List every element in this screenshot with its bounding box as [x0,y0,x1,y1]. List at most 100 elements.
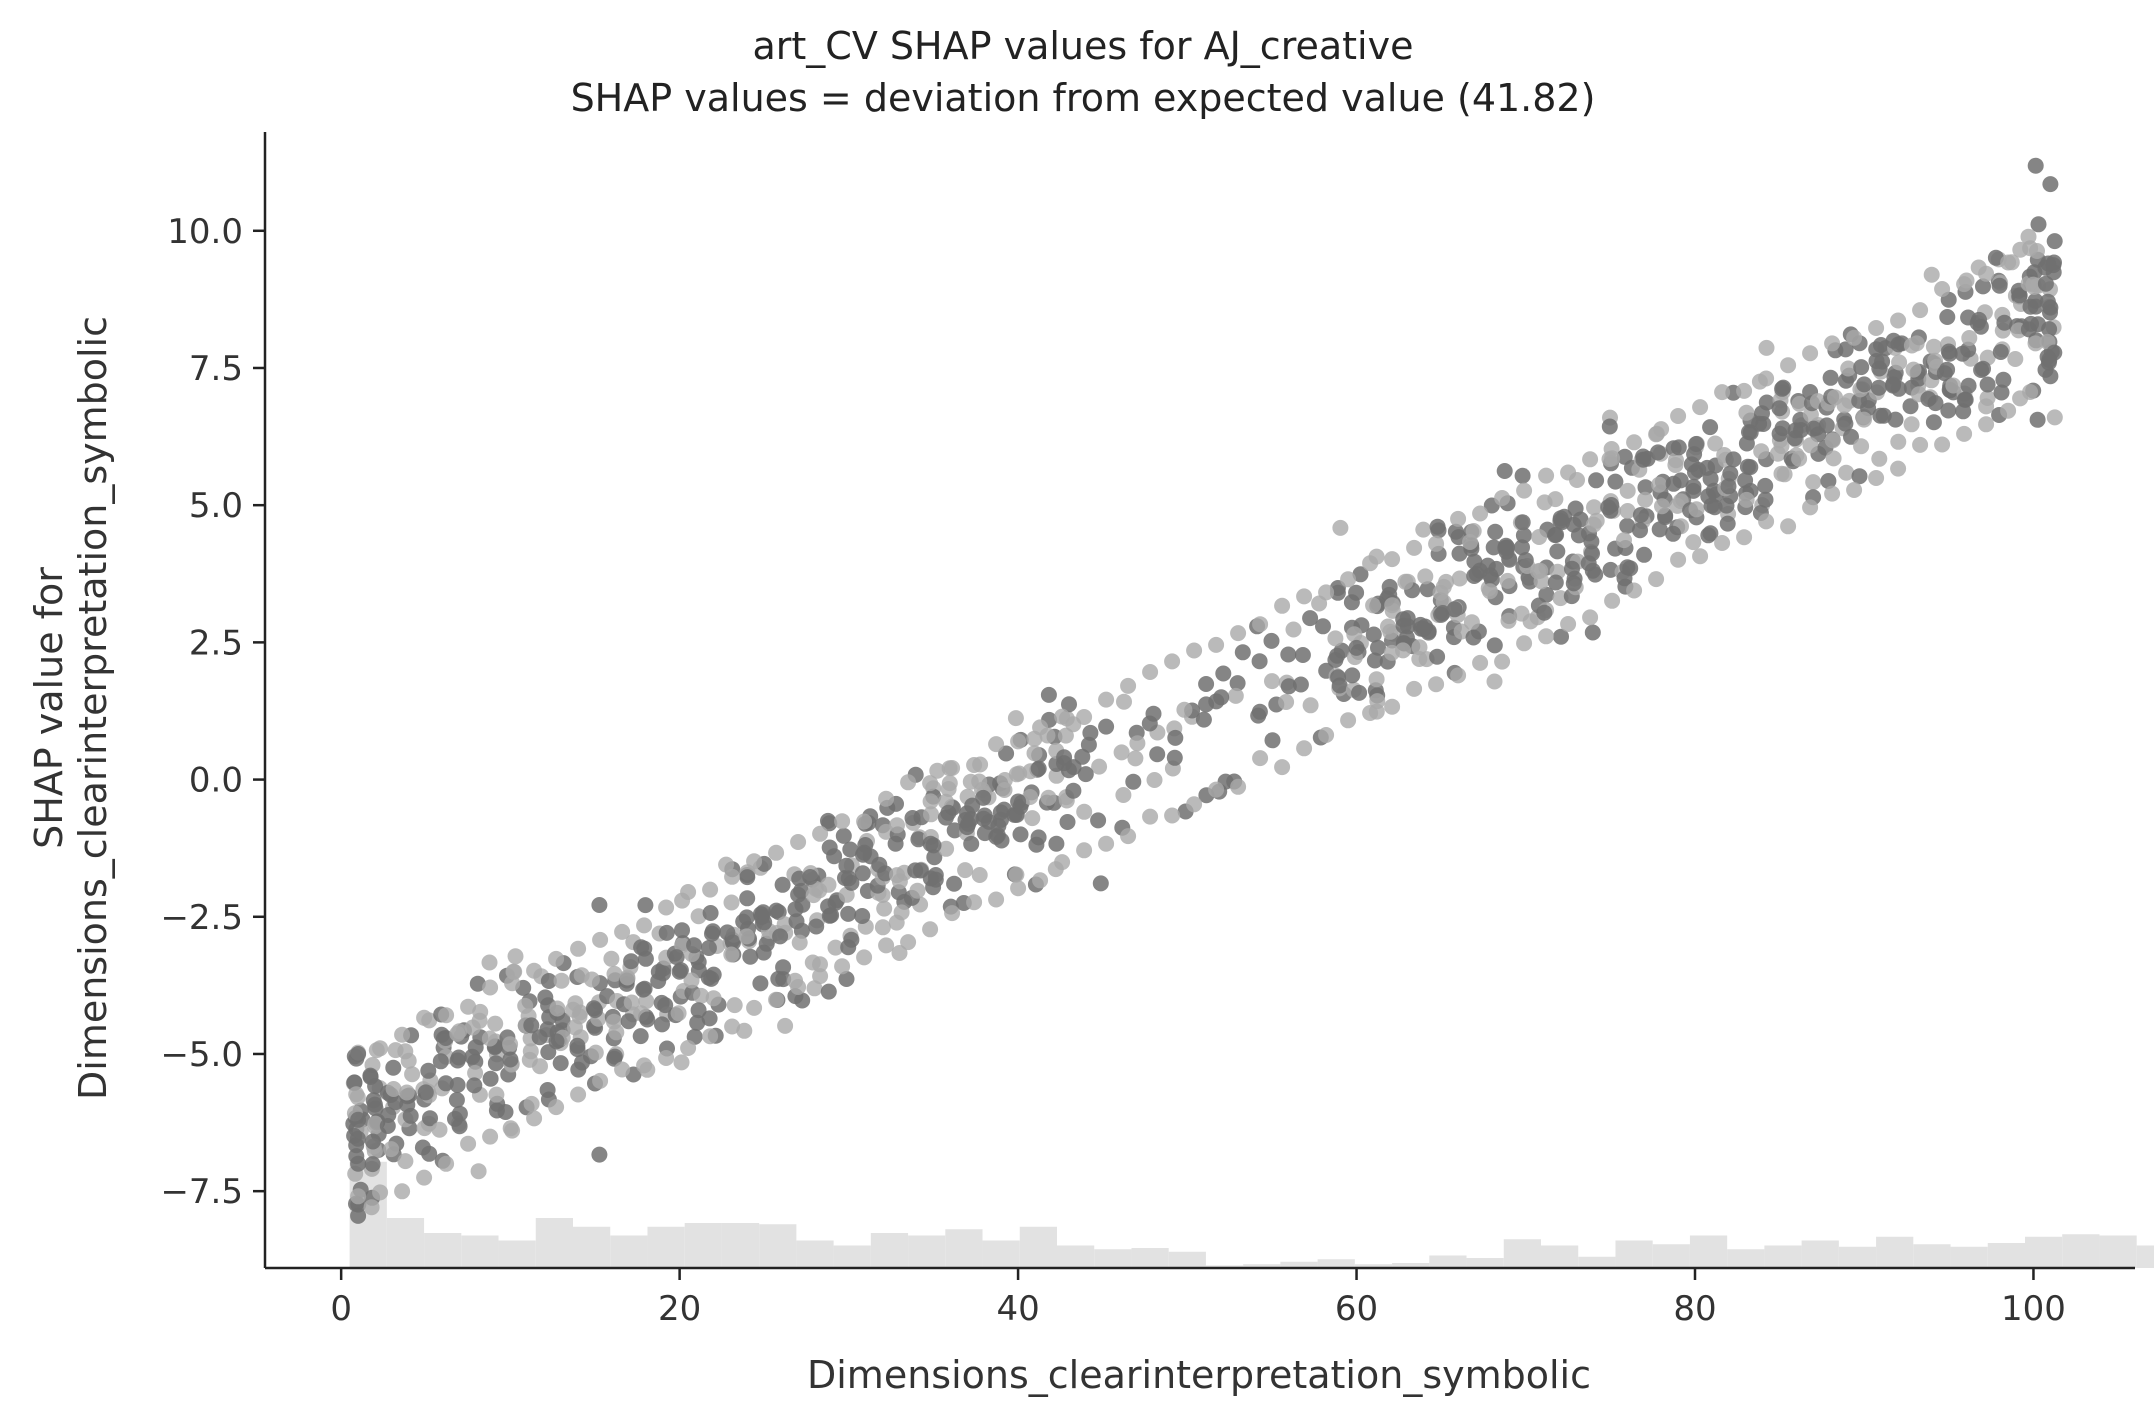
histogram-bar [498,1240,536,1268]
data-point [1061,696,1077,713]
data-point [1699,459,1716,476]
data-point [998,745,1015,762]
data-point [507,948,524,965]
data-point [451,1105,468,1122]
data-point [1332,519,1349,536]
data-point [1769,445,1786,462]
data-point [923,806,939,823]
data-point [467,1065,484,1081]
histogram-bar [1727,1249,1765,1268]
data-point [1670,439,1687,456]
data-point [690,908,707,925]
histogram-bar [647,1226,685,1268]
data-point [1318,727,1335,743]
data-point [925,837,942,854]
data-point [1465,629,1482,646]
data-point [1092,875,1109,892]
data-point [1587,566,1604,583]
data-point [1714,384,1731,401]
data-point [1648,426,1665,443]
data-point [1940,343,1957,360]
data-point [587,1044,604,1061]
data-point [812,968,829,985]
data-point [1754,405,1770,422]
data-point [1531,529,1548,545]
data-point [1406,539,1423,556]
data-point [1887,411,1904,428]
data-point [1738,435,1755,452]
histogram-bar [833,1245,871,1268]
data-point [1278,694,1295,710]
data-point [460,998,477,1015]
data-point [416,1009,433,1026]
data-point [1008,866,1025,883]
data-point [1395,642,1411,659]
data-point [926,849,943,866]
data-point [770,970,787,987]
data-point [1417,568,1434,585]
data-point [1252,616,1269,633]
data-point [1302,697,1319,714]
data-point [1619,503,1636,519]
data-point [348,1086,365,1103]
data-point [1758,513,1775,530]
data-point [840,870,857,887]
y-axis-ticks: −7.5 −5.0 −2.5 0.0 2.5 5.0 7.5 10.0 [160,212,265,1212]
data-point [1987,249,2004,266]
data-point [1538,467,1555,484]
data-point [1482,567,1499,584]
data-point [1370,639,1386,656]
data-point [1584,545,1600,562]
data-point [1230,625,1247,642]
data-point [363,1199,380,1216]
data-point [726,997,743,1014]
data-point [1384,551,1401,568]
data-point [1802,345,1819,362]
data-point [1120,828,1137,845]
data-point [481,1030,498,1047]
data-point [1486,637,1503,654]
data-point [1315,618,1331,635]
data-point [2029,411,2046,428]
data-point [1077,766,1094,783]
data-point [1040,789,1057,806]
data-point [1868,470,1885,486]
data-point [889,817,905,834]
data-point [900,934,917,951]
data-point [526,962,543,979]
data-point [1120,677,1137,694]
data-point [791,934,808,951]
data-point [1632,507,1649,523]
data-point [1719,515,1736,532]
data-point [385,1081,402,1097]
data-point [705,990,722,1007]
data-point [1166,749,1183,766]
data-point [1567,500,1584,517]
data-point [1146,772,1163,788]
data-point [1771,400,1788,417]
data-point [1725,451,1742,468]
data-point [1902,398,1919,415]
data-point [944,760,961,776]
data-point [1856,411,1872,428]
data-point [449,1077,466,1093]
data-point [1939,309,1956,325]
data-point [1685,478,1702,495]
data-point [421,1145,438,1162]
data-point [1294,647,1311,663]
data-point [887,835,904,852]
data-point [1667,457,1684,473]
data-point [540,973,557,989]
data-point [1076,842,1093,859]
data-point [1538,628,1555,645]
y-tick-label: 0.0 [189,761,243,801]
data-point [940,804,957,821]
data-point [385,1059,402,1076]
data-point [1076,709,1093,725]
data-point [840,905,857,922]
histogram-bar [1317,1259,1355,1268]
data-point [1274,759,1291,776]
data-point [843,931,860,948]
histogram-bar [759,1224,797,1268]
data-point [946,822,963,839]
